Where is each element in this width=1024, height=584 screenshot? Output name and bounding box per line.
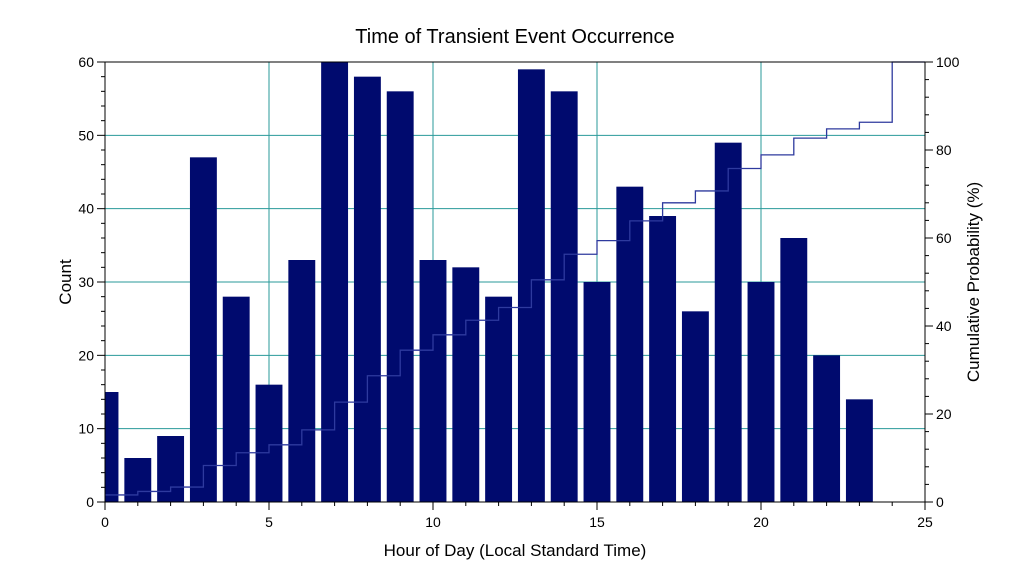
bar	[386, 91, 414, 502]
bar	[649, 216, 677, 502]
bar	[157, 436, 185, 502]
bar	[288, 260, 316, 502]
bar	[189, 157, 217, 503]
bar	[583, 282, 611, 502]
y-tick-label: 20	[78, 347, 94, 363]
chart-title: Time of Transient Event Occurrence	[355, 26, 674, 48]
y2-tick-label: 80	[936, 142, 952, 158]
y2-tick-label: 20	[936, 406, 952, 422]
x-tick-label: 15	[589, 514, 605, 530]
y2-tick-label: 40	[936, 318, 952, 334]
y2-axis-title: Cumulative Probability (%)	[964, 182, 983, 382]
y-tick-label: 40	[78, 201, 94, 217]
bar	[255, 384, 283, 502]
cumulative-probability-line	[105, 61, 925, 496]
bar	[419, 260, 447, 502]
y-tick-label: 50	[78, 127, 94, 143]
x-tick-label: 5	[265, 514, 273, 530]
bar	[780, 238, 808, 502]
y-tick-label: 30	[78, 274, 94, 290]
bar	[321, 62, 349, 502]
bar	[845, 399, 873, 502]
y2-tick-label: 60	[936, 230, 952, 246]
bar	[452, 267, 480, 502]
cumulative-line-layer	[105, 61, 925, 496]
bar	[681, 311, 709, 502]
bar	[105, 392, 119, 502]
bar	[714, 142, 742, 502]
y-tick-label: 60	[78, 54, 94, 70]
x-tick-label: 0	[101, 514, 109, 530]
y-tick-label: 10	[78, 421, 94, 437]
x-tick-label: 10	[425, 514, 441, 530]
bar	[485, 296, 513, 502]
bar	[813, 355, 841, 502]
y-axis-title: Count	[56, 259, 75, 305]
y2-tick-label: 100	[936, 54, 960, 70]
y2-tick-label: 0	[936, 494, 944, 510]
x-tick-label: 25	[917, 514, 933, 530]
bar	[353, 76, 381, 503]
y-tick-label: 0	[86, 494, 94, 510]
x-axis-title: Hour of Day (Local Standard Time)	[384, 541, 647, 560]
x-tick-label: 20	[753, 514, 769, 530]
bar	[222, 296, 250, 502]
bar	[550, 91, 578, 502]
bar	[747, 282, 775, 502]
